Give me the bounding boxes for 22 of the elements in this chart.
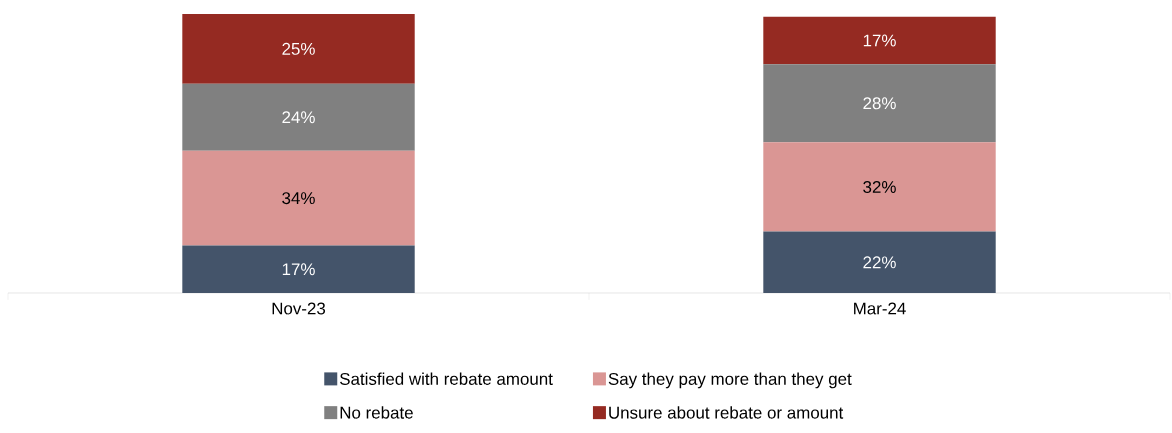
bar bbox=[763, 16, 996, 65]
data-label: 22% bbox=[863, 256, 896, 269]
data-label: 34% bbox=[282, 192, 315, 205]
data-label: 17% bbox=[282, 263, 315, 276]
data-label: 17% bbox=[863, 34, 896, 47]
bar bbox=[182, 13, 415, 84]
data-label: 28% bbox=[863, 97, 896, 110]
legend-label: Unsure about rebate or amount bbox=[609, 406, 844, 419]
x-tick-label: Mar-24 bbox=[854, 302, 906, 315]
bar bbox=[182, 150, 415, 246]
x-tick-label: Nov-23 bbox=[272, 302, 326, 315]
data-label: 25% bbox=[282, 42, 315, 55]
data-label: 24% bbox=[282, 111, 315, 124]
bar bbox=[182, 83, 415, 151]
data-label: 32% bbox=[863, 180, 896, 193]
bar bbox=[763, 64, 996, 143]
bar bbox=[763, 231, 996, 293]
bar bbox=[182, 245, 415, 293]
bar bbox=[763, 142, 996, 232]
legend-label: Satisfied with rebate amount bbox=[340, 372, 553, 385]
legend-label: Say they pay more than they get bbox=[608, 372, 852, 389]
legend-label: No rebate bbox=[340, 406, 413, 419]
